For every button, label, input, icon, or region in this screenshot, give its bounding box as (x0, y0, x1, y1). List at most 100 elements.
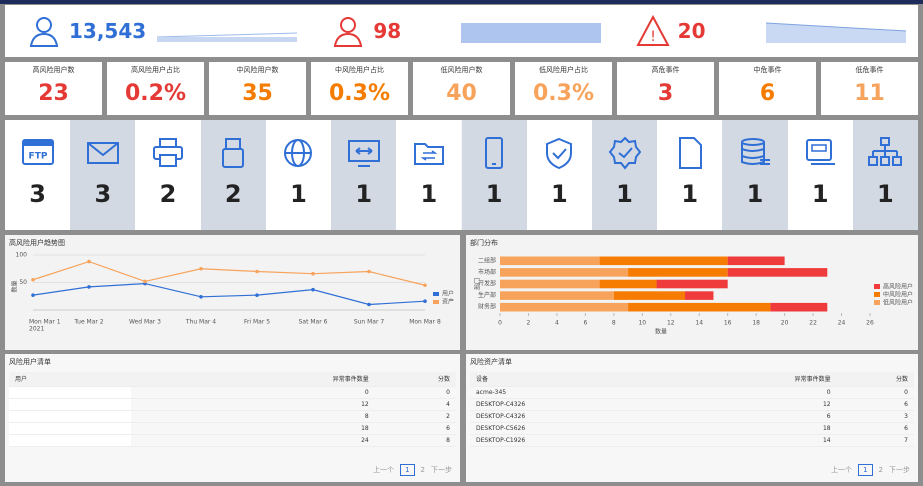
sparkline (765, 22, 906, 43)
point (367, 269, 371, 274)
channel-value: 1 (746, 180, 764, 208)
channel-panel: FTP 3 3 2 2 1 1 1 1 1 1 1 1 1 1 (5, 120, 918, 230)
channel-tile: 1 (591, 120, 658, 230)
column-header: 用户 (9, 372, 131, 387)
channel-tile: 1 (461, 120, 527, 230)
stat-card: 低风险用户占比 0.3% (515, 62, 612, 115)
x-tick-label: Mon Mar 8 (409, 319, 441, 326)
point (31, 277, 35, 282)
table-cell (9, 386, 131, 399)
channel-icon (868, 137, 903, 166)
point (367, 302, 371, 307)
x-tick-label: 18 (752, 320, 760, 327)
line-series (32, 260, 426, 286)
channel-icon (678, 137, 702, 169)
panel-title: 部门分布 (470, 239, 498, 247)
point (199, 266, 203, 271)
svg-text:FTP: FTP (28, 152, 47, 162)
x-tick-label: Sun Mar 7 (354, 319, 385, 326)
x-tick-label: 24 (838, 320, 846, 327)
channel-value: 3 (29, 180, 46, 208)
pager-next[interactable]: 下一步 (889, 466, 910, 474)
legend-swatch (874, 300, 880, 305)
channel-tile: 1 (526, 120, 592, 230)
x-tick-label: 12 (667, 320, 675, 327)
pager-page[interactable]: 1 (400, 464, 415, 476)
channel-icon (86, 142, 119, 164)
channel-value: 3 (94, 180, 112, 208)
table-cell: 24 (130, 434, 375, 447)
y-tick-label: 二组部 (478, 256, 496, 264)
stat-card: 低危事件 11 (821, 62, 918, 115)
bar-segment (770, 302, 828, 312)
channel-value: 1 (681, 180, 699, 208)
x-tick-label: Fri Mar 5 (244, 319, 270, 326)
legend-label: 高风险用户 (883, 283, 913, 291)
point (31, 293, 35, 297)
point (423, 299, 427, 303)
pager-page[interactable]: 2 (420, 466, 425, 474)
point (255, 293, 259, 297)
bar-chart: 0 2 4 6 8 10 12 14 16 18 20 22 24 26数量部门二组部市场部开发部生产部财… (474, 256, 914, 335)
stat-card: 中危事件 6 (719, 62, 816, 115)
x-tick-label: 10 (638, 320, 646, 327)
table-cell: 12 (130, 398, 375, 411)
card-label: 中风险用户数 (236, 66, 279, 74)
alert-icon: ! (635, 14, 670, 46)
y-axis-label: 数量 (11, 280, 19, 292)
user-icon (334, 17, 363, 47)
table-cell: DESKTOP-C4326 (470, 398, 606, 411)
card-value: 0.3% (532, 81, 594, 106)
column-header: 设备 (470, 372, 606, 387)
channel-icon (608, 136, 641, 170)
table-cell: 3 (836, 410, 914, 423)
card-label: 低危事件 (855, 66, 884, 74)
card-value: 23 (38, 81, 69, 106)
line-chart: 50 100 Mon Mar 1 Tue Mar 2 Wed Mar 3 Thu Mar … (11, 252, 455, 333)
table-cell: 0 (836, 386, 914, 399)
x-tick-label: 8 (612, 320, 616, 327)
table-cell: 18 (130, 422, 375, 435)
table-cell: 7 (836, 434, 914, 447)
bar-segment (599, 256, 728, 266)
y-tick-label: 生产部 (478, 291, 496, 299)
dept-panel: 部门分布 0 2 4 6 8 10 12 14 16 18 20 22 24 26 数量 部门 二组部 市场部 开发… (466, 235, 918, 350)
pager-page[interactable]: 1 (858, 464, 873, 476)
card-label: 低风险用户占比 (539, 66, 588, 74)
channel-tile: 1 (657, 120, 723, 230)
table-cell: 6 (605, 410, 837, 423)
legend-label: 中风险用户 (883, 291, 913, 299)
channel-tile: 1 (331, 120, 397, 230)
stat-card: 中风险用户数 35 (209, 62, 306, 115)
bar-segment (500, 256, 600, 266)
pager-next[interactable]: 下一步 (431, 466, 452, 474)
svg-text:!: ! (650, 29, 656, 45)
table-cell: 0 (605, 386, 837, 399)
legend-swatch (433, 292, 439, 296)
channel-tile: 1 (396, 120, 462, 230)
point (143, 279, 147, 284)
asset-table-panel: 风险资产清单 设备 异常事件数量 分数 acme-345 0 0 DESKTOP-C4326 1… (466, 354, 918, 482)
point (255, 269, 259, 274)
channel-tile: FTP 3 (5, 120, 71, 230)
point (87, 259, 91, 264)
channel-tile: 1 (265, 120, 332, 230)
panel-title: 高风险用户趋势图 (9, 239, 65, 247)
x-tick-label: 6 (583, 320, 587, 327)
pager-page[interactable]: 2 (878, 466, 883, 474)
table-cell: 8 (374, 434, 456, 447)
card-value: 0.2% (124, 81, 186, 106)
pager-prev[interactable]: 上一个 (831, 466, 853, 474)
y-tick-label: 市场部 (478, 268, 496, 276)
channel-icon (347, 140, 380, 167)
stat-card: 高危事件 3 (617, 62, 714, 115)
card-value: 3 (657, 81, 674, 106)
sparkline (461, 23, 602, 43)
bar-segment (599, 279, 657, 289)
table-cell: 6 (836, 398, 914, 411)
x-tick-label: 0 (498, 320, 502, 327)
pager-prev[interactable]: 上一个 (373, 466, 395, 474)
legend-label: 低风险用户 (883, 299, 913, 307)
y-tick-label: 财务部 (478, 303, 496, 311)
table-cell (9, 410, 131, 423)
